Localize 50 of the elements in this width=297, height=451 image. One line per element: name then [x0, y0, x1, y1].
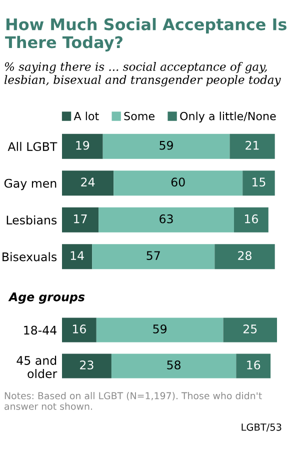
- chart-title: Age groups: [8, 292, 85, 304]
- data-label: 58: [167, 360, 181, 370]
- legend-label: Some: [124, 112, 154, 120]
- chart-title: How Much Social Acceptance Is There Today?: [5, 18, 286, 52]
- data-label: 24: [81, 178, 95, 186]
- data-label: 21: [246, 140, 259, 150]
- data-label: 23: [80, 360, 94, 370]
- data-label: 17: [74, 214, 87, 224]
- bar: [111, 354, 236, 378]
- y-tick-label: Gay men: [4, 178, 56, 190]
- data-label: 16: [72, 324, 86, 334]
- y-tick-label: All LGBT: [8, 142, 58, 152]
- y-tick-label: Lesbians: [6, 215, 57, 225]
- bar: [92, 244, 215, 270]
- data-label: 14: [70, 251, 84, 260]
- chart-subtitle: % saying there is ... social acceptance of gay, lesbian, bisexual and transgender people today: [4, 62, 281, 86]
- bar: [62, 134, 103, 159]
- bar: [98, 207, 234, 232]
- bar: [234, 207, 268, 232]
- bar: [96, 318, 224, 342]
- bar: [62, 354, 112, 378]
- data-label: 19: [76, 140, 90, 150]
- bar: [214, 244, 275, 270]
- data-label: 28: [238, 251, 252, 260]
- data-label: 15: [252, 178, 266, 187]
- bar: [62, 318, 96, 342]
- bar: [236, 354, 271, 378]
- y-tick-label: 18-44: [24, 326, 56, 335]
- data-label: 16: [247, 360, 260, 370]
- bar: [230, 134, 275, 159]
- data-label: 25: [243, 324, 257, 334]
- data-label: 16: [244, 214, 258, 224]
- bar: [242, 170, 275, 196]
- y-tick-label: 45 and older: [16, 356, 58, 378]
- bar: [102, 134, 230, 159]
- data-label: 63: [160, 214, 173, 224]
- text: LGBT/53: [242, 423, 282, 432]
- bar: [114, 170, 243, 196]
- data-label: 57: [146, 251, 160, 260]
- data-label: 59: [153, 324, 167, 334]
- y-tick-label: Bisexuals: [2, 252, 57, 262]
- bar: [62, 207, 99, 232]
- data-label: 60: [171, 178, 185, 187]
- legend-label: Only a little/None: [180, 112, 276, 122]
- bar: [223, 318, 277, 342]
- legend-label: A lot: [74, 112, 99, 120]
- bar: [62, 170, 114, 196]
- text: Notes: Based on all LGBT (N=1,197). Those who didn't answer not shown.: [4, 392, 262, 410]
- bar: [62, 244, 92, 270]
- data-label: 59: [160, 140, 173, 150]
